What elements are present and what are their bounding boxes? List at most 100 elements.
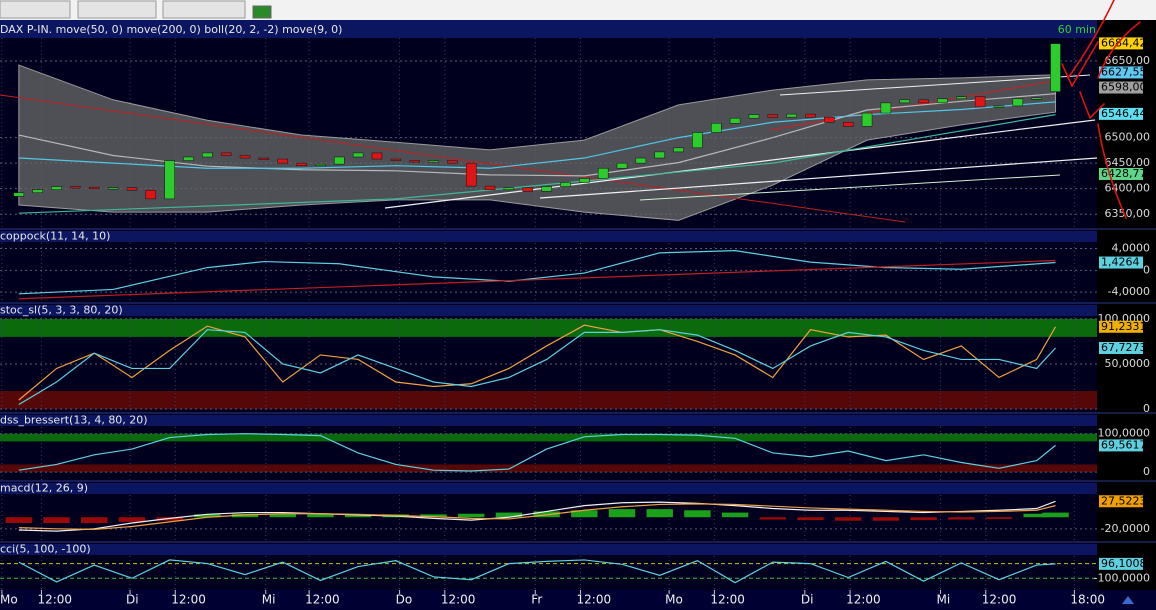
value-marker-label: 96,1008 <box>1101 557 1147 570</box>
x-tick-label: 12:00 <box>441 593 476 607</box>
x-axis-strip <box>0 590 1156 610</box>
y-tick-label: 6500,00 <box>1105 131 1151 144</box>
x-tick-label: Mo <box>665 593 683 607</box>
candle-body <box>465 162 477 187</box>
candle-body <box>937 98 948 104</box>
panel-title: macd(12, 26, 9) <box>0 482 88 495</box>
toolbar-icon[interactable] <box>252 5 272 19</box>
annotation-stroke <box>1097 123 1127 219</box>
zone-band <box>0 433 1097 442</box>
toolbar-tab[interactable] <box>162 0 246 19</box>
candle-body <box>334 156 345 165</box>
candle-body <box>654 151 665 159</box>
zone-band <box>0 464 1097 473</box>
candle-body <box>522 187 534 192</box>
value-marker-label: 6684,42 <box>1101 36 1147 49</box>
value-marker <box>1099 81 1143 94</box>
value-marker <box>1099 256 1143 269</box>
series-line <box>18 329 1056 406</box>
histogram-bar <box>495 512 523 518</box>
candle-body <box>107 187 119 190</box>
series-line <box>18 559 1056 584</box>
series-line <box>18 500 1056 532</box>
value-marker <box>1099 495 1143 508</box>
histogram-bar <box>5 517 33 524</box>
y-tick-label: 50,0000 <box>1105 357 1151 370</box>
y-tick-label: 6450,00 <box>1105 156 1151 169</box>
candle-body <box>183 156 194 161</box>
y-tick-label: 100,0000 <box>1098 427 1151 440</box>
value-marker <box>1099 557 1143 570</box>
histogram-bar <box>307 514 334 518</box>
candle-body <box>748 114 760 119</box>
candle-body <box>13 192 25 197</box>
x-tick-label: Di <box>126 593 139 607</box>
toolbar-tab[interactable] <box>0 0 71 19</box>
x-tick-label: Mo <box>0 593 18 607</box>
x-tick-label: 12:00 <box>982 593 1017 607</box>
candle-body <box>32 189 43 194</box>
interval-label: 60 min <box>1058 23 1096 36</box>
main-title-strip <box>0 20 1156 38</box>
x-tick-label: 12:00 <box>171 593 206 607</box>
candle-body <box>296 162 307 166</box>
histogram-bar <box>872 517 900 521</box>
candle-body <box>918 99 929 104</box>
annotation <box>1061 0 1141 219</box>
x-tick-label: Mi <box>262 593 276 607</box>
value-marker-label: 6428,77 <box>1101 167 1147 180</box>
candle-body <box>447 160 458 164</box>
x-tick-label: 12:00 <box>37 593 72 607</box>
trendline <box>779 74 1091 96</box>
value-marker-label: 69,5617 <box>1101 438 1147 451</box>
annotation-stroke <box>1097 21 1141 79</box>
candle-body <box>70 186 81 189</box>
histogram-bar <box>721 512 749 518</box>
candle-body <box>616 162 628 169</box>
zone-band <box>0 318 1097 337</box>
candle-body <box>541 186 552 192</box>
candle-body <box>767 114 779 118</box>
toolbar-tab[interactable] <box>77 0 157 19</box>
candle-body <box>635 157 647 164</box>
panel <box>0 38 1097 228</box>
histogram-bar <box>43 517 70 524</box>
candle-body <box>560 182 571 187</box>
histogram-bar <box>835 517 862 521</box>
histogram-bar <box>646 509 673 518</box>
candle-body <box>824 116 835 123</box>
annotation-stroke <box>1079 91 1105 120</box>
value-marker <box>1099 66 1143 79</box>
candle-body <box>861 112 873 127</box>
candle-body <box>842 122 854 127</box>
x-tick-label: Mi <box>937 593 951 607</box>
candle-body <box>88 186 100 189</box>
candle-body <box>315 163 326 166</box>
histogram-bar <box>797 517 824 521</box>
histogram-bar <box>608 509 636 518</box>
trendline <box>539 157 1097 199</box>
histogram-bar <box>118 517 146 522</box>
candle-body <box>371 152 383 160</box>
candle-body <box>1050 43 1061 92</box>
value-marker <box>1099 107 1143 120</box>
panel-title-strip <box>0 544 1097 555</box>
series-line <box>18 433 1056 472</box>
value-marker-label: 27,5223 <box>1101 494 1147 507</box>
panel <box>0 231 1097 302</box>
panel-title-strip <box>0 483 1097 494</box>
y-tick-label: 6650,00 <box>1105 54 1151 67</box>
y-tick-label: -4,0000 <box>1108 285 1150 298</box>
annotation-stroke <box>1067 0 1115 79</box>
x-tick-label: 12:00 <box>846 593 881 607</box>
histogram-bar <box>344 514 372 518</box>
panel-title: cci(5, 100, -100) <box>0 543 91 556</box>
histogram-bar <box>420 514 447 518</box>
axis-icon[interactable] <box>1122 596 1134 604</box>
candle-body <box>145 189 157 200</box>
histogram-bar <box>1023 513 1050 518</box>
y-tick-label: -20,0000 <box>1101 522 1150 535</box>
histogram-bar <box>269 513 296 518</box>
x-tick-label: 12:00 <box>710 593 745 607</box>
